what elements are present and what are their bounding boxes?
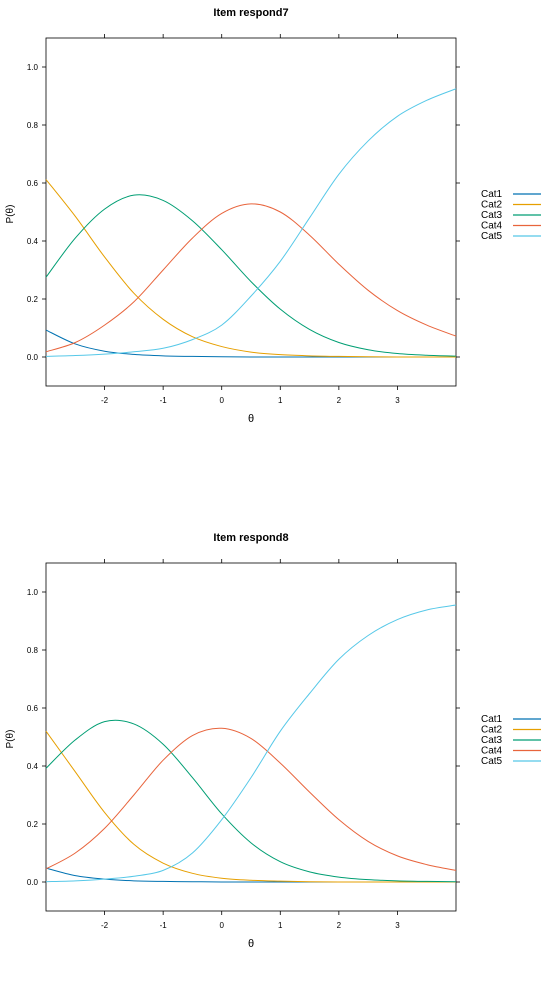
chart-panel-respond8: Item respond8 θ P(θ) -2 -1 0 1 2 3 0.0 0.2 0.4 0.… [0, 525, 550, 1000]
chart-svg-respond7: Item respond7 θ P(θ) -2 -1 0 1 2 3 0.0 0.2 0.4 0.… [5, 7, 541, 425]
series-line-cat5 [45, 88, 457, 357]
legend-label-cat2: Cat2 [481, 200, 503, 211]
series-line-cat4 [45, 203, 457, 353]
series-line-cat3 [45, 194, 457, 357]
y-tick-label: 0.2 [27, 295, 39, 304]
series-line-cat2 [45, 179, 456, 358]
legend-label-cat5: Cat5 [481, 756, 503, 767]
x-tick-label: -2 [101, 921, 109, 930]
x-tick-label: 3 [395, 921, 400, 930]
legend-label-cat1: Cat1 [481, 189, 503, 200]
legend-label-cat3: Cat3 [481, 735, 503, 746]
x-tick-label: 1 [278, 396, 283, 405]
series-line-cat3 [45, 719, 457, 883]
legend-label-cat1: Cat1 [481, 714, 503, 725]
x-tick-label: 1 [278, 921, 283, 930]
y-tick-label: 0.0 [27, 878, 39, 887]
y-tick-label: 0.2 [27, 820, 39, 829]
x-tick-label: 2 [337, 396, 342, 405]
chart-svg-respond8: Item respond8 θ P(θ) -2 -1 0 1 2 3 0.0 0.2 0.4 0.… [5, 532, 541, 950]
legend-label-cat4: Cat4 [481, 746, 503, 757]
y-tick-label: 1.0 [27, 588, 39, 597]
legend-label-cat5: Cat5 [481, 231, 503, 242]
x-tick-label: -1 [160, 396, 168, 405]
x-tick-label: -2 [101, 396, 109, 405]
y-axis-label: P(θ) [5, 730, 16, 749]
x-tick-label: -1 [160, 921, 168, 930]
chart-title: Item respond8 [213, 532, 288, 544]
legend-label-cat3: Cat3 [481, 210, 503, 221]
chart-title: Item respond7 [213, 7, 288, 19]
x-tick-label: 0 [219, 921, 224, 930]
y-tick-label: 0.6 [27, 704, 39, 713]
y-tick-label: 0.0 [27, 353, 39, 362]
legend-label-cat4: Cat4 [481, 221, 503, 232]
series-line-cat5 [45, 604, 457, 883]
x-axis-label: θ [248, 413, 254, 425]
y-tick-label: 0.4 [27, 237, 39, 246]
y-tick-label: 0.8 [27, 646, 39, 655]
x-tick-label: 3 [395, 396, 400, 405]
chart-panel-respond7: Item respond7 θ P(θ) -2 -1 0 1 2 3 0.0 0.2 0.4 0.… [0, 0, 550, 475]
y-tick-label: 0.6 [27, 179, 39, 188]
x-tick-label: 0 [219, 396, 224, 405]
y-tick-label: 0.4 [27, 762, 39, 771]
plot-frame [45, 37, 457, 387]
series-line-cat4 [45, 727, 457, 871]
y-tick-label: 1.0 [27, 63, 39, 72]
plot-frame [45, 562, 457, 912]
x-axis-label: θ [248, 938, 254, 950]
y-tick-label: 0.8 [27, 121, 39, 130]
x-tick-label: 2 [337, 921, 342, 930]
y-axis-label: P(θ) [5, 205, 16, 224]
legend-label-cat2: Cat2 [481, 725, 503, 736]
series-line-cat2 [45, 730, 456, 883]
